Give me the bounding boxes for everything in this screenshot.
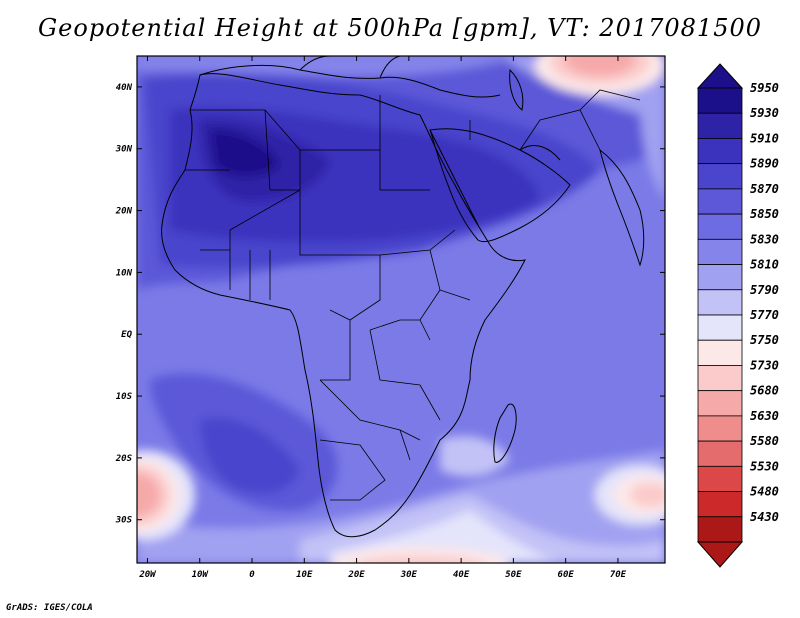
- colorbar-swatch: [697, 112, 743, 139]
- colorbar-swatch: [697, 238, 743, 265]
- colorbar-label: 5810: [750, 258, 779, 272]
- lon-tick-label: 20W: [138, 570, 157, 580]
- colorbar-label: 5530: [750, 459, 779, 473]
- lat-tick-label: 10S: [116, 392, 133, 402]
- colorbar-label: 5680: [750, 384, 779, 398]
- lon-tick-label: 70E: [610, 570, 627, 580]
- credit-label: GrADS: IGES/COLA: [6, 603, 93, 613]
- colorbar-label: 5730: [750, 358, 779, 372]
- colorbar-swatch: [697, 365, 743, 392]
- colorbar-label: 5930: [750, 106, 779, 120]
- colorbar-swatch: [697, 289, 743, 316]
- country-borders: [185, 89, 641, 501]
- colorbar-swatch: [697, 87, 743, 114]
- map-title: Geopotential Height at 500hPa [gpm], VT:…: [38, 14, 762, 42]
- colorbar-swatch: [697, 188, 743, 215]
- lat-tick-label: 30S: [115, 516, 133, 526]
- colorbar-label: 5750: [750, 333, 779, 347]
- lon-tick-label: 20E: [347, 570, 365, 580]
- colorbar-label: 5950: [750, 81, 779, 95]
- colorbar-swatch: [697, 390, 743, 417]
- colorbar-label: 5430: [750, 510, 779, 524]
- lat-tick-label: 30N: [115, 145, 133, 155]
- lon-tick-label: 10W: [192, 570, 210, 580]
- colorbar-label: 5850: [750, 207, 779, 221]
- lon-tick-label: 10E: [296, 570, 313, 580]
- up-triangle-icon: [696, 63, 744, 89]
- height-field: [137, 56, 665, 563]
- lat-tick-label: 10N: [116, 268, 133, 278]
- colorbar-label: 5870: [750, 182, 779, 196]
- colorbar-swatch: [697, 138, 743, 165]
- down-triangle-icon: [696, 541, 744, 568]
- lat-tick-label: 20S: [115, 454, 133, 464]
- colorbar-swatch: [697, 516, 743, 543]
- colorbar-swatch: [697, 491, 743, 518]
- colorbar-swatch: [697, 213, 743, 240]
- latitude-axis: 40N 30N 20N 10N EQ 10S 20S 30S: [115, 83, 665, 526]
- colorbar-label: 5790: [750, 283, 779, 297]
- colorbar-swatch: [697, 440, 743, 467]
- colorbar-swatch: [697, 314, 743, 341]
- colorbar-label: 5580: [750, 434, 779, 448]
- coastlines: [161, 56, 645, 538]
- colorbar-swatch: [697, 264, 743, 291]
- colorbar: 5950 5930 5910 5890 5870 5850 5830 5810 5790 5770…: [697, 81, 779, 543]
- lon-tick-label: 50E: [505, 570, 522, 580]
- lon-tick-label: 60E: [558, 570, 575, 580]
- colorbar-swatch: [697, 163, 743, 190]
- lon-tick-label: 30E: [400, 570, 418, 580]
- colorbar-label: 5830: [750, 232, 779, 246]
- colorbar-label: 5480: [750, 485, 779, 499]
- colorbar-swatch: [697, 465, 743, 492]
- lon-tick-label: 0: [249, 570, 255, 580]
- colorbar-swatch: [697, 339, 743, 366]
- plot-frame: [136, 55, 666, 564]
- longitude-axis: 20W 10W 0 10E 20E 30E 40E 50E 60E 70E: [138, 56, 627, 580]
- colorbar-label: 5890: [750, 157, 779, 171]
- lat-tick-label: 20N: [115, 207, 133, 217]
- colorbar-label: 5910: [750, 131, 779, 145]
- colorbar-swatch: [697, 415, 743, 442]
- lon-tick-label: 40E: [453, 570, 470, 580]
- lat-tick-label: 40N: [116, 83, 133, 93]
- colorbar-label: 5770: [750, 308, 779, 322]
- colorbar-label: 5630: [750, 409, 779, 423]
- lat-tick-label: EQ: [121, 330, 132, 340]
